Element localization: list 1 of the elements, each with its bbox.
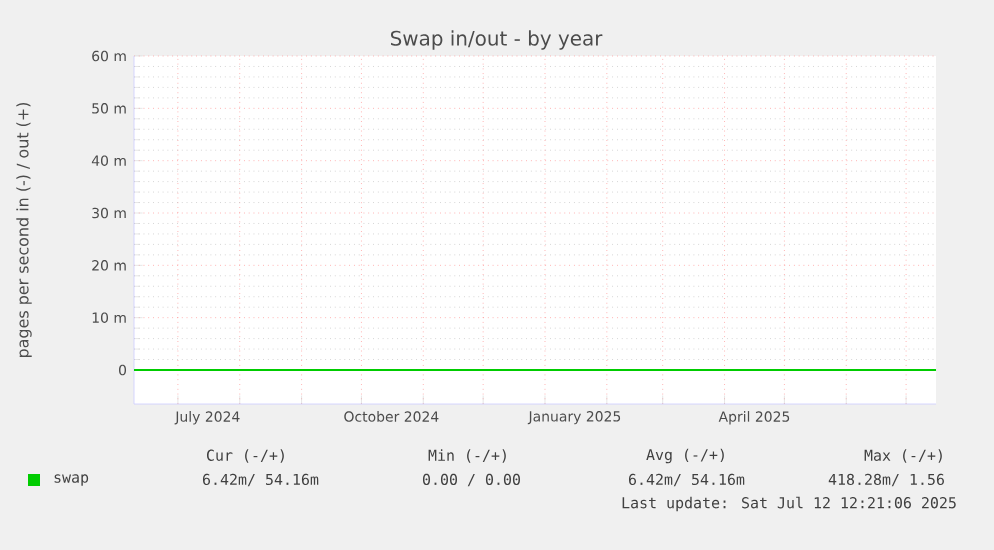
chart-title: Swap in/out - by year	[390, 30, 603, 50]
